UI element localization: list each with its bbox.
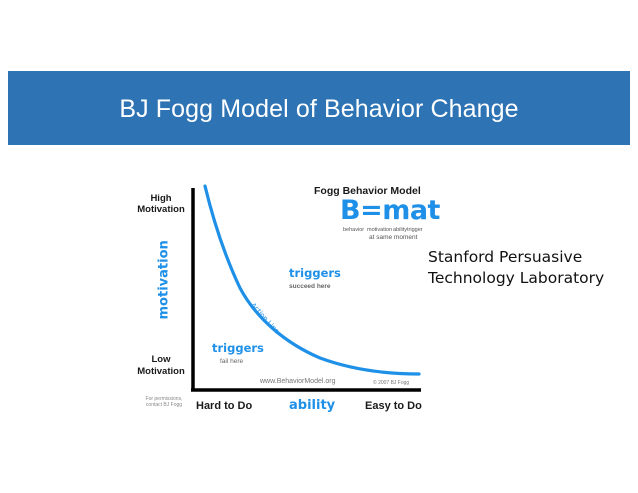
- high-motivation-line1: High: [150, 193, 172, 204]
- slide-title: BJ Fogg Model of Behavior Change: [119, 94, 519, 123]
- low-motivation-line1: Low: [151, 354, 171, 365]
- high-motivation-line2: Motivation: [137, 204, 185, 215]
- x-axis-left-label: Hard to Do: [196, 400, 253, 412]
- credit-line1: Stanford Persuasive: [428, 248, 583, 266]
- formula-bmat: B=mat: [340, 195, 440, 226]
- credit-line2: Technology Laboratory: [428, 269, 605, 287]
- copyright-label: © 2007 BJ Fogg: [373, 380, 410, 386]
- triggers-succeed-subtitle: succeed here: [289, 283, 331, 290]
- low-motivation-line2: Motivation: [137, 365, 185, 377]
- permissions-line2: contact BJ Fogg: [145, 402, 183, 408]
- formula-caption: at same moment: [369, 234, 418, 241]
- formula-label-motivation: motivation: [367, 227, 393, 233]
- permissions-line1: For permissions,: [145, 396, 183, 402]
- credit-text: Stanford Persuasive Technology Laborator…: [428, 247, 604, 289]
- x-axis-right-label: Easy to Do: [365, 400, 422, 412]
- formula-label-ability: ability: [393, 227, 408, 233]
- formula-label-trigger: trigger: [407, 227, 423, 233]
- triggers-succeed-title: triggers: [289, 266, 341, 280]
- x-axis-title: ability: [289, 398, 336, 413]
- website-label: www.BehaviorModel.org: [260, 378, 336, 385]
- action-line-curve: [203, 184, 421, 376]
- formula-label-behavior: behavior: [343, 227, 365, 233]
- title-banner: BJ Fogg Model of Behavior Change: [8, 71, 630, 145]
- permissions-note: For permissions, contact BJ Fogg: [142, 396, 186, 408]
- low-motivation-label: Low Motivation: [135, 354, 187, 377]
- triggers-fail-subtitle: fail here: [220, 358, 244, 365]
- triggers-fail-title: triggers: [212, 341, 264, 355]
- high-motivation-label: High Motivation: [137, 193, 185, 215]
- diagram-header: Fogg Behavior Model: [314, 185, 421, 197]
- y-axis-title: motivation: [156, 240, 172, 320]
